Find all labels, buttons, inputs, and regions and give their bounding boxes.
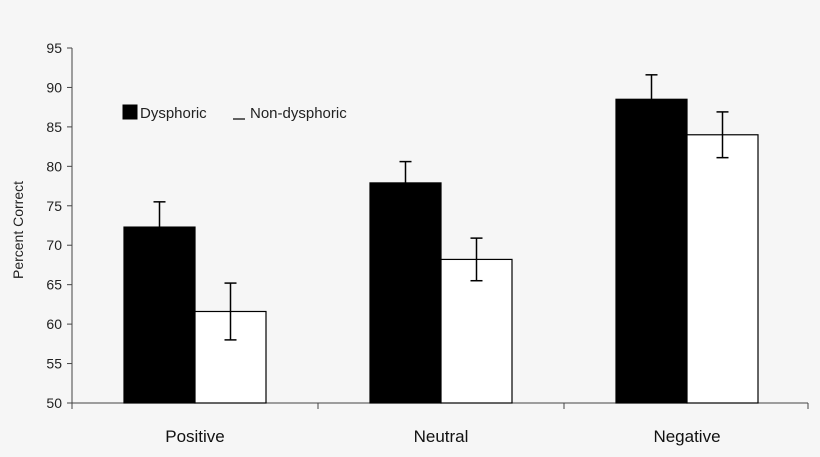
errorbar-dysphoric-positive [153, 201, 166, 254]
bar-dysphoric-positive [123, 226, 196, 404]
chart-error-bars [153, 74, 729, 341]
bar-dysphoric-neutral [369, 182, 442, 404]
y-tick-label-80: 80 [46, 158, 62, 174]
errorbar-non-dysphoric-negative [716, 111, 729, 159]
bar-non-dysphoric-negative [686, 134, 759, 404]
x-tick-label-neutral: Neutral [414, 427, 469, 446]
errorbar-dysphoric-neutral [399, 160, 412, 205]
x-tick-label-positive: Positive [165, 427, 225, 446]
y-tick-label-85: 85 [46, 119, 62, 135]
bar-dysphoric-negative [615, 98, 688, 404]
legend-item-dysphoric: Dysphoric [122, 104, 207, 122]
errorbar-non-dysphoric-positive [224, 282, 237, 341]
y-tick-label-65: 65 [46, 277, 62, 293]
chart-legend: Dysphoric Non-dysphoric [122, 104, 347, 122]
legend-label-dysphoric: Dysphoric [140, 105, 207, 122]
errorbar-dysphoric-negative [645, 74, 658, 125]
legend-item-non-dysphoric: Non-dysphoric [233, 105, 347, 122]
legend-label-non-dysphoric: Non-dysphoric [250, 105, 347, 122]
chart-bars [123, 98, 759, 404]
y-tick-label-90: 90 [46, 79, 62, 95]
y-tick-label-75: 75 [46, 198, 62, 214]
y-tick-label-50: 50 [46, 395, 62, 411]
y-tick-label-95: 95 [46, 40, 62, 56]
x-tick-label-negative: Negative [653, 427, 720, 446]
y-tick-label-70: 70 [46, 237, 62, 253]
y-tick-label-60: 60 [46, 316, 62, 332]
y-axis-title: Percent Correct [10, 181, 26, 279]
y-tick-label-55: 55 [46, 356, 62, 372]
errorbar-non-dysphoric-neutral [470, 237, 483, 282]
legend-swatch-dysphoric [122, 104, 138, 120]
chart-axes: 50 55 60 65 70 75 80 85 90 95 Positive Neutral Negat… [46, 40, 809, 446]
